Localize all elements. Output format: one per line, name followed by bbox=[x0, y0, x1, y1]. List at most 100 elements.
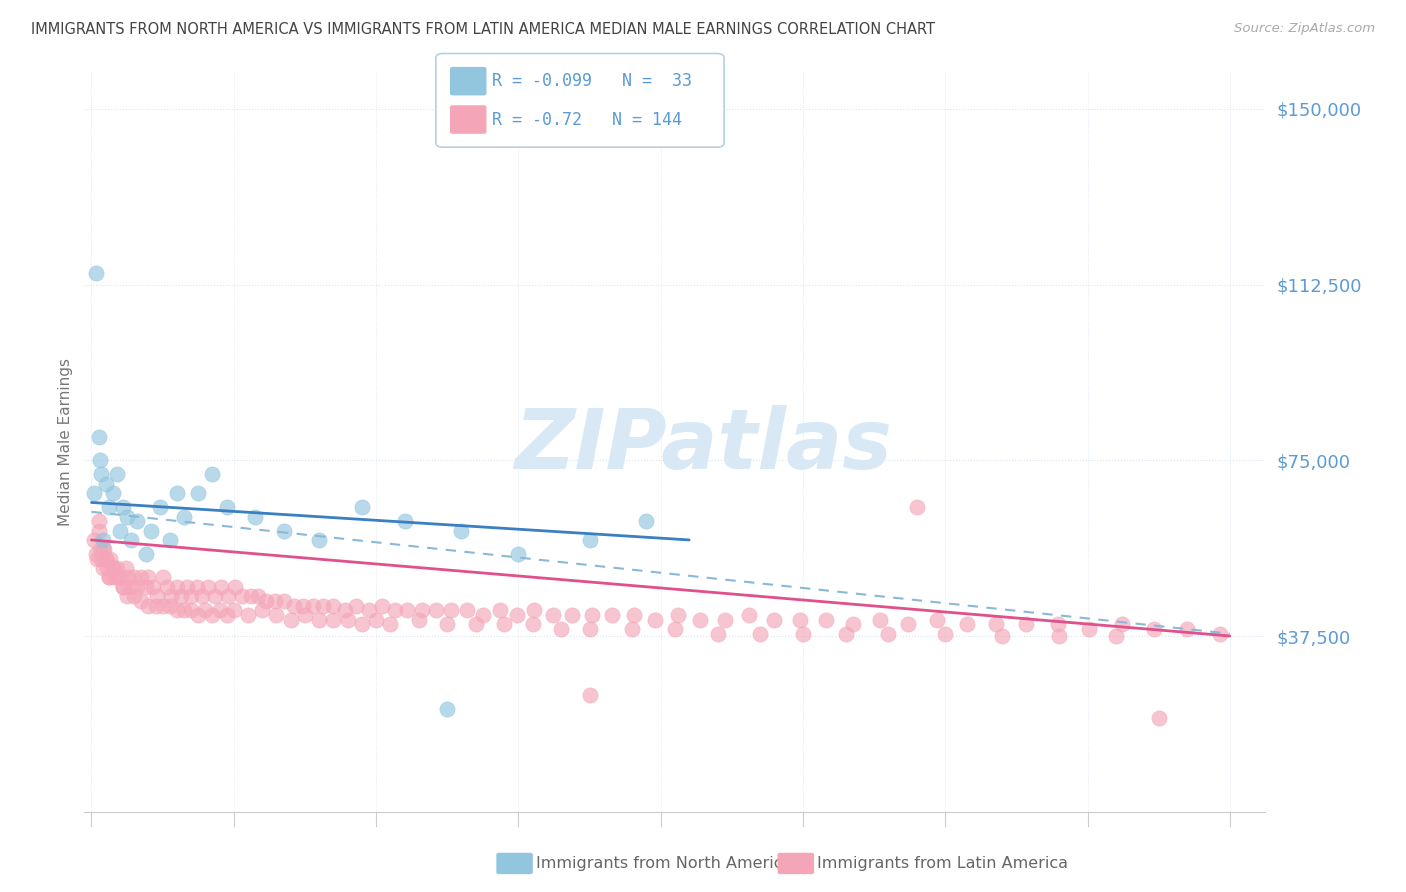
Text: R = -0.099   N =  33: R = -0.099 N = 33 bbox=[492, 72, 692, 90]
Point bbox=[170, 589, 193, 603]
Point bbox=[89, 453, 111, 467]
Point bbox=[246, 589, 269, 603]
Point bbox=[877, 626, 900, 640]
Point bbox=[578, 622, 600, 636]
Point bbox=[561, 607, 583, 622]
Text: Source: ZipAtlas.com: Source: ZipAtlas.com bbox=[1234, 22, 1375, 36]
Point bbox=[156, 580, 179, 594]
Point bbox=[1105, 629, 1128, 643]
Point bbox=[152, 599, 174, 613]
Point bbox=[173, 603, 195, 617]
Point bbox=[333, 603, 356, 617]
Point bbox=[176, 580, 198, 594]
Point bbox=[209, 580, 232, 594]
Text: ZIPatlas: ZIPatlas bbox=[515, 406, 891, 486]
Point bbox=[103, 570, 125, 584]
Point bbox=[90, 467, 112, 482]
Point bbox=[541, 607, 564, 622]
Point bbox=[97, 570, 120, 584]
Point bbox=[125, 514, 148, 528]
Point bbox=[138, 599, 160, 613]
Point bbox=[749, 626, 772, 640]
Point bbox=[215, 500, 238, 515]
Point bbox=[308, 533, 330, 547]
Point bbox=[197, 580, 219, 594]
Point bbox=[273, 524, 295, 538]
Point bbox=[578, 533, 600, 547]
Point bbox=[312, 599, 335, 613]
Point bbox=[117, 570, 139, 584]
Point bbox=[550, 622, 572, 636]
Point bbox=[834, 626, 856, 640]
Point bbox=[105, 561, 128, 575]
Point bbox=[1078, 622, 1101, 636]
Point bbox=[231, 589, 253, 603]
Point bbox=[141, 524, 163, 538]
Text: Immigrants from Latin America: Immigrants from Latin America bbox=[817, 856, 1069, 871]
Point bbox=[273, 594, 295, 608]
Point bbox=[344, 599, 367, 613]
Point bbox=[111, 500, 134, 515]
Point bbox=[256, 594, 278, 608]
Point bbox=[623, 607, 645, 622]
Point bbox=[97, 500, 120, 515]
Point bbox=[201, 607, 224, 622]
Point bbox=[166, 486, 188, 500]
Point bbox=[664, 622, 686, 636]
Point bbox=[166, 603, 188, 617]
Point bbox=[440, 603, 463, 617]
Point bbox=[224, 580, 246, 594]
Point bbox=[122, 589, 145, 603]
Text: Immigrants from North America: Immigrants from North America bbox=[536, 856, 792, 871]
Point bbox=[215, 607, 238, 622]
Point bbox=[243, 509, 266, 524]
Point bbox=[925, 613, 948, 627]
Point bbox=[292, 599, 315, 613]
Point bbox=[283, 599, 305, 613]
Point bbox=[83, 533, 105, 547]
Point bbox=[101, 561, 124, 575]
Point bbox=[1209, 626, 1232, 640]
Point bbox=[384, 603, 406, 617]
Point bbox=[145, 599, 167, 613]
Point bbox=[934, 626, 956, 640]
Point bbox=[115, 589, 138, 603]
Point bbox=[1015, 617, 1038, 632]
Point bbox=[194, 603, 217, 617]
Point bbox=[905, 500, 928, 515]
Point bbox=[357, 603, 380, 617]
Point bbox=[489, 603, 512, 617]
Point bbox=[239, 589, 262, 603]
Point bbox=[294, 607, 316, 622]
Point bbox=[105, 570, 128, 584]
Point bbox=[897, 617, 920, 632]
Point bbox=[186, 580, 208, 594]
Point bbox=[129, 570, 152, 584]
Point bbox=[173, 509, 195, 524]
Point bbox=[94, 551, 117, 566]
Point bbox=[302, 599, 325, 613]
Point bbox=[436, 701, 458, 715]
Y-axis label: Median Male Earnings: Median Male Earnings bbox=[58, 358, 73, 525]
Point bbox=[789, 613, 811, 627]
Point bbox=[600, 607, 623, 622]
Text: IMMIGRANTS FROM NORTH AMERICA VS IMMIGRANTS FROM LATIN AMERICA MEDIAN MALE EARNI: IMMIGRANTS FROM NORTH AMERICA VS IMMIGRA… bbox=[31, 22, 935, 37]
Point bbox=[86, 551, 108, 566]
Point bbox=[308, 613, 330, 627]
Point bbox=[84, 547, 107, 561]
Point bbox=[146, 589, 169, 603]
Point bbox=[522, 617, 544, 632]
Point bbox=[87, 524, 110, 538]
Point bbox=[706, 626, 728, 640]
Point bbox=[120, 580, 142, 594]
Point bbox=[464, 617, 486, 632]
Point bbox=[180, 603, 202, 617]
Point bbox=[436, 617, 458, 632]
Point bbox=[160, 589, 183, 603]
Point bbox=[93, 542, 115, 557]
Point bbox=[101, 561, 124, 575]
Point bbox=[322, 613, 344, 627]
Point bbox=[523, 603, 546, 617]
Point bbox=[135, 580, 157, 594]
Point bbox=[456, 603, 478, 617]
